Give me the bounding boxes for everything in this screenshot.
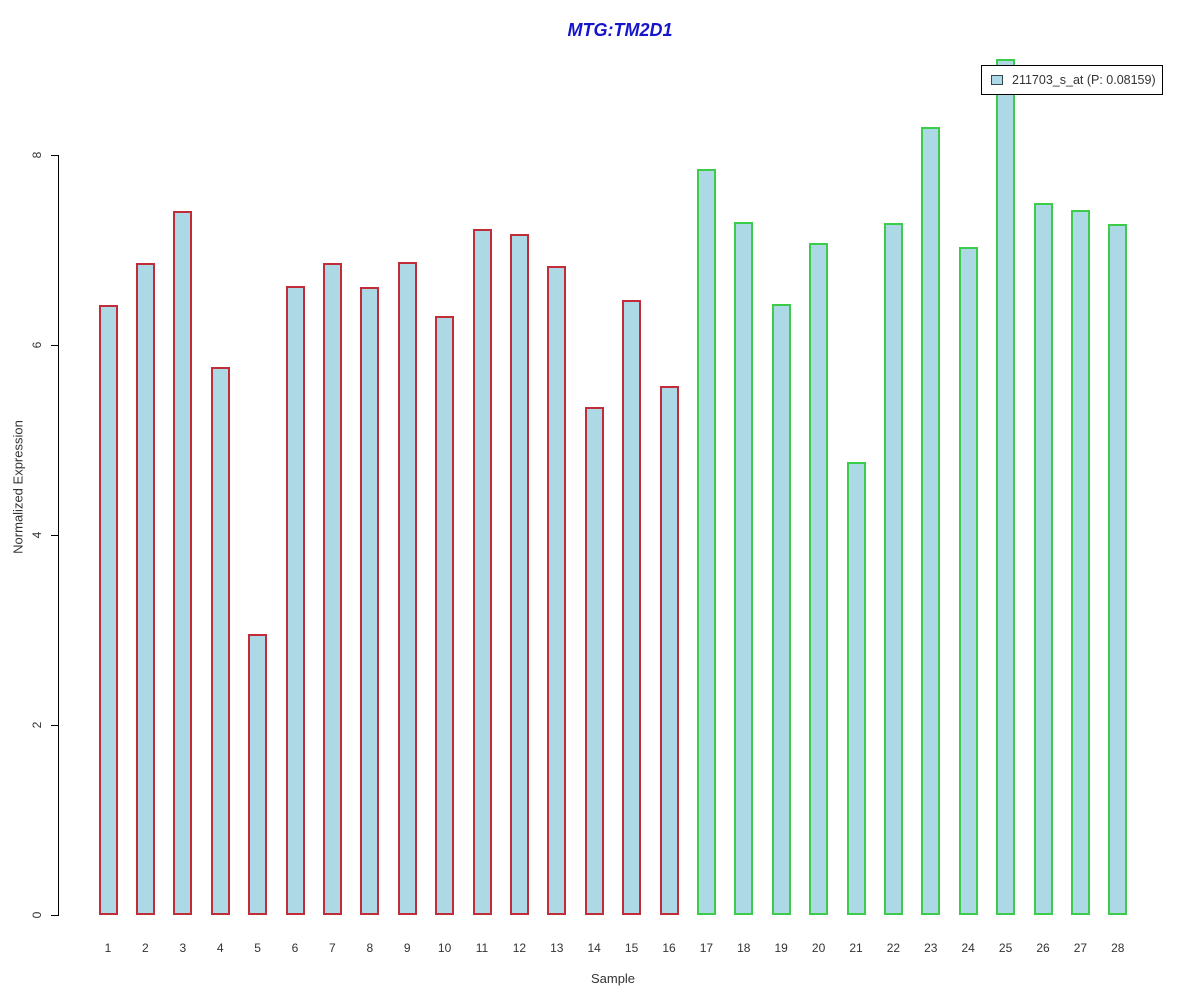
- y-tick-label: 8: [30, 151, 44, 159]
- y-tick-mark: [51, 915, 58, 916]
- x-tick-label: 27: [1073, 941, 1088, 955]
- bar-sample-4: [210, 366, 230, 915]
- x-tick-label: 18: [737, 941, 751, 955]
- y-tick-label: 4: [30, 531, 44, 539]
- bar-sample-6: [285, 286, 305, 915]
- bar-sample-21: [846, 461, 866, 915]
- x-tick-label: 2: [142, 941, 149, 955]
- x-tick-label: 7: [329, 941, 336, 955]
- y-tick-label: 6: [30, 341, 44, 349]
- x-tick-label: 14: [587, 941, 601, 955]
- x-tick-label: 12: [512, 941, 527, 955]
- bar-sample-9: [397, 262, 417, 915]
- y-tick-mark: [51, 155, 58, 156]
- y-tick-mark: [51, 345, 58, 346]
- x-tick-label: 11: [475, 941, 489, 955]
- x-axis-label: Sample: [590, 971, 636, 986]
- y-tick-mark: [51, 535, 58, 536]
- x-tick-label: 10: [437, 941, 452, 955]
- bar-sample-13: [547, 266, 567, 915]
- y-tick-label: 0: [30, 911, 44, 919]
- x-tick-label: 21: [849, 941, 863, 955]
- x-tick-label: 24: [961, 941, 975, 955]
- x-tick-label: 9: [403, 941, 411, 955]
- bar-sample-5: [248, 633, 268, 915]
- x-tick-label: 4: [216, 941, 224, 955]
- y-axis-line: [58, 155, 59, 916]
- x-tick-label: 6: [291, 941, 299, 955]
- bar-sample-14: [584, 406, 604, 915]
- x-tick-label: 26: [1036, 941, 1050, 955]
- x-tick-label: 8: [366, 941, 374, 955]
- x-tick-label: 17: [699, 941, 714, 955]
- y-tick-label: 2: [30, 721, 44, 729]
- bar-sample-11: [472, 229, 492, 915]
- x-tick-label: 16: [662, 941, 676, 955]
- x-tick-label: 15: [624, 941, 639, 955]
- x-tick-label: 23: [924, 941, 938, 955]
- x-tick-label: 28: [1111, 941, 1125, 955]
- bar-sample-10: [435, 315, 455, 915]
- bar-sample-20: [809, 243, 829, 915]
- bar-sample-28: [1108, 224, 1128, 915]
- bar-sample-15: [622, 300, 642, 915]
- bar-sample-2: [135, 263, 155, 915]
- chart-title: MTG:TM2D1: [567, 20, 673, 40]
- bar-sample-25: [996, 59, 1016, 915]
- bar-sample-26: [1033, 203, 1053, 915]
- legend-label: 211703_s_at (P: 0.08159): [1012, 73, 1156, 87]
- bar-sample-8: [360, 287, 380, 915]
- x-tick-label: 19: [774, 941, 788, 955]
- bar-sample-17: [696, 169, 716, 915]
- legend: 211703_s_at (P: 0.08159): [981, 65, 1163, 95]
- bar-sample-23: [921, 127, 941, 915]
- y-tick-mark: [51, 725, 58, 726]
- x-tick-label: 25: [998, 941, 1013, 955]
- legend-swatch-icon: [991, 75, 1003, 85]
- bar-sample-12: [509, 233, 529, 915]
- x-tick-label: 1: [104, 941, 112, 955]
- x-tick-label: 5: [254, 941, 261, 955]
- bar-sample-18: [734, 222, 754, 915]
- bar-sample-7: [322, 263, 342, 915]
- bar-sample-24: [958, 247, 978, 915]
- bar-sample-3: [173, 211, 193, 915]
- bar-sample-22: [883, 223, 903, 915]
- x-tick-label: 13: [550, 941, 564, 955]
- x-tick-label: 20: [811, 941, 826, 955]
- bar-sample-16: [659, 385, 679, 915]
- x-tick-label: 22: [886, 941, 901, 955]
- bar-sample-1: [98, 305, 118, 915]
- x-tick-label: 3: [179, 941, 187, 955]
- bar-sample-27: [1070, 210, 1090, 915]
- bar-sample-19: [771, 304, 791, 915]
